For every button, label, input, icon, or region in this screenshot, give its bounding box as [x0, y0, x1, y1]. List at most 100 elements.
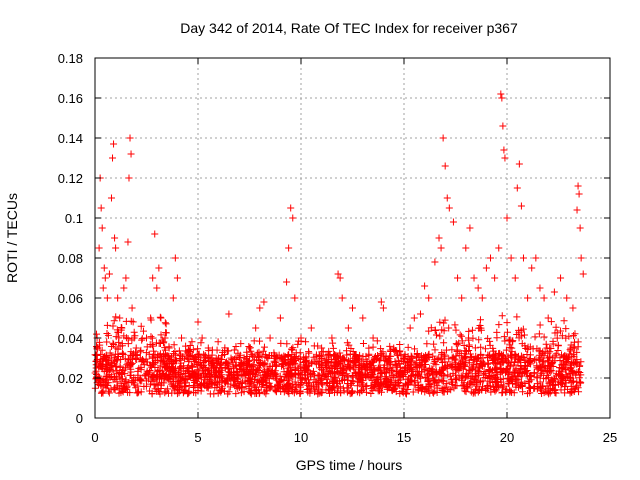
data-point-marker — [359, 360, 367, 368]
data-point-marker — [297, 367, 305, 375]
data-point-marker — [292, 349, 300, 357]
data-point-marker — [235, 380, 243, 388]
data-point-marker — [451, 321, 459, 329]
data-point-marker — [492, 386, 500, 394]
data-point-marker — [388, 366, 396, 374]
data-point-marker — [147, 333, 155, 341]
data-point-marker — [281, 353, 289, 361]
data-point-marker — [120, 284, 128, 292]
data-point-marker — [412, 372, 420, 380]
data-point-marker — [378, 369, 386, 377]
data-point-marker — [268, 366, 276, 374]
data-point-marker — [567, 366, 575, 374]
data-point-marker — [336, 349, 344, 357]
data-point-marker — [314, 357, 322, 365]
data-point-marker — [463, 381, 471, 389]
data-point-marker — [481, 345, 489, 353]
data-point-marker — [283, 370, 291, 378]
data-point-marker — [491, 375, 499, 383]
data-point-marker — [150, 347, 158, 355]
data-point-marker — [132, 344, 140, 352]
data-point-marker — [498, 384, 506, 392]
data-point-marker — [399, 389, 407, 397]
data-point-marker — [379, 304, 387, 312]
data-point-marker — [368, 376, 376, 384]
data-point-marker — [527, 385, 535, 393]
data-point-marker — [404, 343, 412, 351]
data-point-marker — [149, 354, 157, 362]
data-point-marker — [462, 359, 470, 367]
data-point-marker — [297, 355, 305, 363]
data-point-marker — [171, 254, 179, 262]
data-point-marker — [99, 387, 107, 395]
data-point-marker — [306, 370, 314, 378]
data-point-marker — [347, 381, 355, 389]
data-point-marker — [231, 382, 239, 390]
data-point-marker — [532, 254, 540, 262]
data-point-marker — [325, 389, 333, 397]
data-point-marker — [523, 372, 531, 380]
data-point-marker — [502, 346, 510, 354]
data-point-marker — [262, 372, 270, 380]
data-point-marker — [447, 376, 455, 384]
data-point-marker — [387, 361, 395, 369]
data-point-marker — [101, 274, 109, 282]
data-point-marker — [270, 352, 278, 360]
data-point-marker — [301, 375, 309, 383]
data-point-marker — [478, 361, 486, 369]
data-point-marker — [536, 378, 544, 386]
data-point-marker — [513, 330, 521, 338]
data-point-marker — [449, 218, 457, 226]
data-point-marker — [478, 386, 486, 394]
data-point-marker — [138, 335, 146, 343]
data-point-marker — [327, 370, 335, 378]
data-point-marker — [256, 371, 264, 379]
data-point-marker — [333, 353, 341, 361]
data-point-marker — [539, 358, 547, 366]
data-point-marker — [284, 371, 292, 379]
data-point-marker — [300, 359, 308, 367]
data-point-marker — [153, 284, 161, 292]
data-point-marker — [114, 353, 122, 361]
data-point-marker — [535, 363, 543, 371]
data-point-marker — [148, 334, 156, 342]
data-point-marker — [374, 387, 382, 395]
data-point-marker — [483, 353, 491, 361]
data-point-marker — [294, 340, 302, 348]
data-point-marker — [126, 371, 134, 379]
data-point-marker — [232, 343, 240, 351]
data-point-marker — [541, 362, 549, 370]
data-point-marker — [221, 377, 229, 385]
data-point-marker — [573, 368, 581, 376]
data-point-marker — [329, 339, 337, 347]
data-point-marker — [254, 351, 262, 359]
chart-title: Day 342 of 2014, Rate Of TEC Index for r… — [180, 20, 518, 36]
data-point-marker — [497, 90, 505, 98]
data-point-marker — [477, 378, 485, 386]
data-point-marker — [487, 254, 495, 262]
data-point-marker — [174, 368, 182, 376]
data-point-marker — [185, 352, 193, 360]
data-point-marker — [468, 373, 476, 381]
data-point-marker — [109, 322, 117, 330]
data-point-marker — [301, 365, 309, 373]
data-point-marker — [244, 369, 252, 377]
data-point-marker — [156, 352, 164, 360]
data-point-marker — [383, 365, 391, 373]
data-point-marker — [122, 317, 130, 325]
data-point-marker — [405, 366, 413, 374]
data-point-marker — [136, 348, 144, 356]
data-point-marker — [565, 332, 573, 340]
data-point-marker — [333, 387, 341, 395]
data-point-marker — [392, 388, 400, 396]
data-point-marker — [305, 367, 313, 375]
data-point-marker — [516, 356, 524, 364]
data-point-marker — [515, 160, 523, 168]
data-point-marker — [210, 390, 218, 398]
data-point-marker — [474, 354, 482, 362]
data-point-marker — [386, 352, 394, 360]
data-point-marker — [238, 360, 246, 368]
data-point-marker — [365, 350, 373, 358]
data-point-marker — [498, 312, 506, 320]
data-point-marker — [436, 318, 444, 326]
